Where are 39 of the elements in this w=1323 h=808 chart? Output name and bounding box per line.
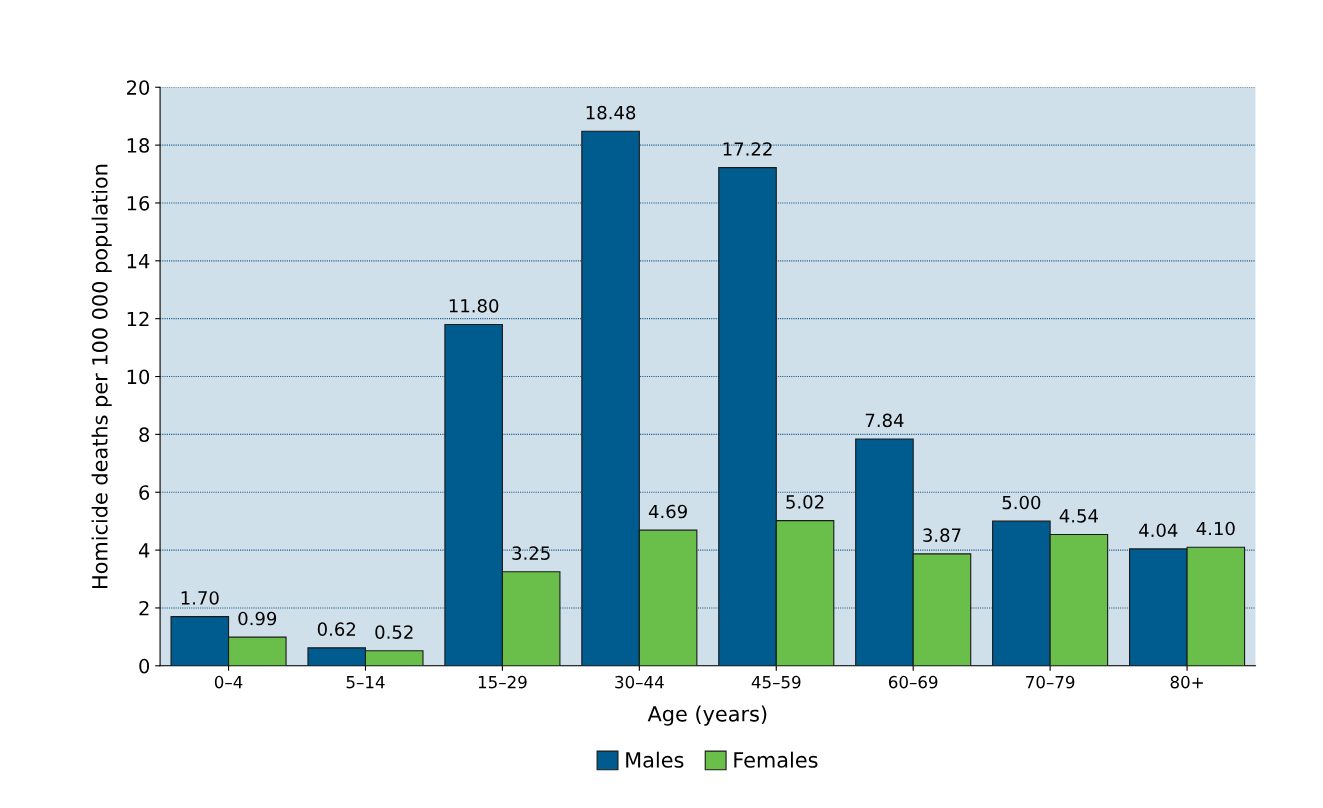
y-tick-label: 2 [139, 600, 149, 616]
x-tick-label: 70–79 [1026, 675, 1075, 689]
data-label: 4.69 [648, 504, 687, 519]
y-tick-label: 10 [127, 369, 150, 385]
data-label: 3.25 [512, 546, 550, 560]
y-tick-label: 18 [127, 138, 150, 153]
y-tick-label: 16 [127, 195, 150, 211]
data-label: 5.00 [1002, 495, 1041, 510]
data-label: 3.87 [923, 528, 961, 543]
data-label: 0.52 [375, 625, 413, 639]
data-label: 0.99 [238, 611, 277, 626]
data-label: 18.48 [586, 105, 636, 120]
data-label: 7.84 [865, 413, 904, 428]
data-label: 5.02 [786, 495, 824, 509]
data-label: 4.10 [1196, 521, 1235, 536]
x-tick-label: 0–4 [214, 675, 243, 689]
y-tick-label: 12 [127, 311, 149, 327]
y-tick-label: 8 [139, 427, 150, 443]
x-tick-label: 60–69 [888, 675, 938, 689]
y-tick-label: 14 [127, 254, 150, 269]
x-tick-label: 80+ [1170, 675, 1203, 689]
y-tick-label: 0 [139, 658, 150, 674]
data-label: 0.62 [317, 622, 356, 637]
x-tick-label: 30–44 [615, 675, 664, 689]
x-tick-label: 45–59 [751, 675, 801, 689]
data-label: 4.04 [1139, 523, 1178, 538]
data-label: 1.70 [181, 591, 219, 605]
y-tick-label: 4 [138, 543, 150, 558]
y-tick-label: 20 [127, 80, 150, 95]
x-axis-title: Age (years) [647, 705, 767, 726]
y-tick-label: 6 [139, 485, 150, 500]
data-label: 4.54 [1059, 509, 1098, 523]
y-axis-title: Homicide deaths per 100 000 population [91, 164, 112, 588]
legend-label: Females [734, 751, 818, 768]
data-label: 17.22 [723, 142, 772, 156]
x-tick-label: 5–14 [346, 676, 385, 689]
data-label: 11.80 [449, 298, 499, 313]
x-tick-label: 15–29 [478, 675, 527, 689]
legend-label: Males [626, 751, 684, 768]
